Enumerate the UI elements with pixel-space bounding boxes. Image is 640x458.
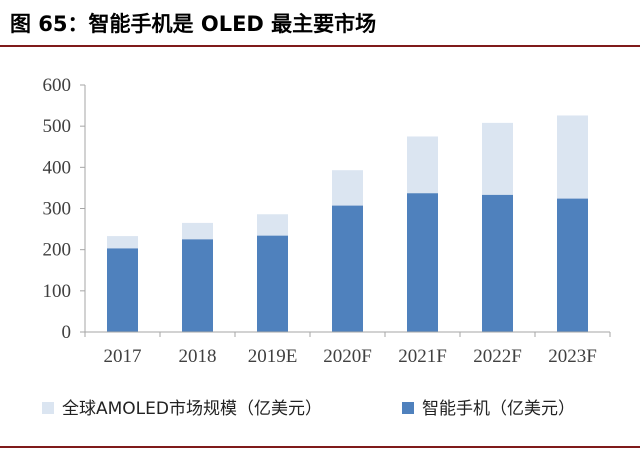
y-tick-label: 0 bbox=[62, 322, 72, 343]
bar-smartphone-2021F bbox=[407, 193, 438, 332]
x-tick-label: 2019E bbox=[248, 346, 298, 367]
bar-smartphone-2018 bbox=[182, 239, 213, 332]
y-tick-label: 600 bbox=[43, 75, 72, 96]
y-axis: 0 100 200 300 400 500 600 bbox=[43, 75, 86, 343]
figure-title: 图 65：智能手机是 OLED 最主要市场 bbox=[10, 12, 377, 36]
title-rule bbox=[0, 45, 640, 47]
x-tick-label: 2018 bbox=[179, 346, 217, 367]
x-tick-label: 2022F bbox=[473, 346, 522, 367]
legend-swatch bbox=[402, 402, 414, 414]
bar-smartphone-2017 bbox=[107, 248, 138, 332]
legend-label: 全球AMOLED市场规模（亿美元） bbox=[62, 399, 322, 419]
legend-label: 智能手机（亿美元） bbox=[422, 399, 575, 419]
x-tick-label: 2017 bbox=[104, 346, 142, 367]
bar-smartphone-2022F bbox=[482, 194, 513, 332]
bottom-rule bbox=[0, 446, 640, 448]
x-tick-label: 2020F bbox=[323, 346, 372, 367]
y-tick-label: 100 bbox=[43, 281, 72, 302]
x-tick-label: 2021F bbox=[398, 346, 447, 367]
x-axis: 2017 2018 2019E 2020F 2021F 2022F 2023F bbox=[84, 331, 611, 367]
y-tick-label: 500 bbox=[43, 116, 72, 137]
y-tick-label: 200 bbox=[43, 240, 72, 261]
legend: 全球AMOLED市场规模（亿美元） 智能手机（亿美元） bbox=[42, 399, 575, 419]
y-tick-label: 300 bbox=[43, 199, 72, 220]
bar-smartphone-2020F bbox=[332, 205, 363, 332]
x-tick-label: 2023F bbox=[548, 346, 597, 367]
bar-smartphone-2019E bbox=[257, 235, 288, 332]
y-tick-label: 400 bbox=[43, 157, 72, 178]
series-smartphone-bars bbox=[107, 193, 588, 332]
bar-smartphone-2023F bbox=[557, 198, 588, 332]
legend-swatch bbox=[42, 402, 54, 414]
